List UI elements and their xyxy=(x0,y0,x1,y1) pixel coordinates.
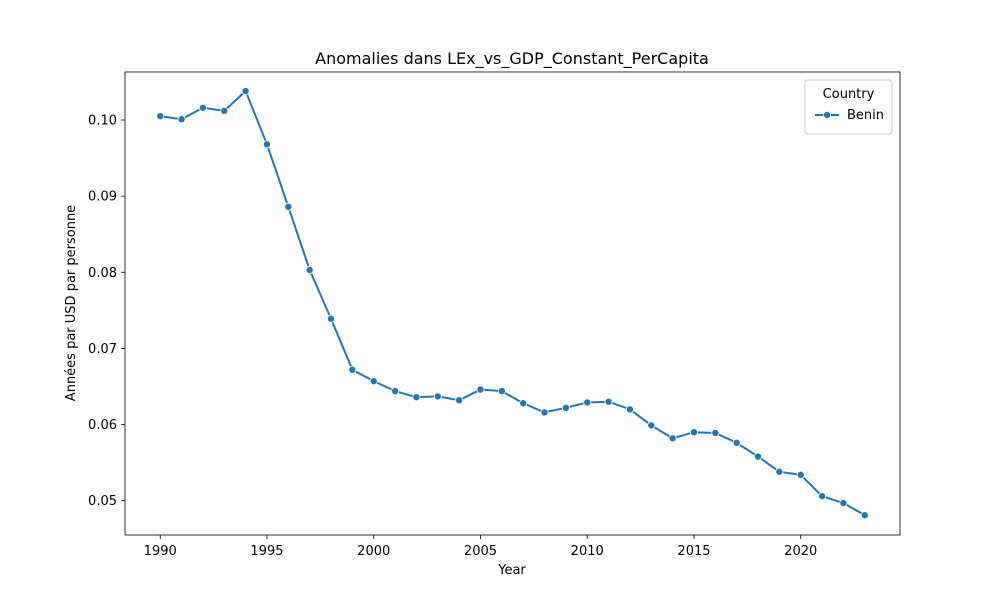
data-point xyxy=(818,492,827,501)
x-axis-label: Year xyxy=(497,563,526,578)
data-point xyxy=(220,106,229,115)
data-point xyxy=(305,265,314,274)
data-point xyxy=(583,398,592,407)
y-axis-label: Années par USD par personne xyxy=(64,205,79,401)
y-tick-label: 0.05 xyxy=(88,494,117,509)
data-point xyxy=(754,452,763,461)
data-point xyxy=(241,87,250,96)
data-point xyxy=(732,438,741,447)
data-point xyxy=(156,112,165,121)
data-point xyxy=(262,140,271,149)
data-point xyxy=(198,103,207,112)
data-point xyxy=(540,408,549,417)
data-point xyxy=(604,397,613,406)
x-tick-label: 2000 xyxy=(357,544,390,559)
data-point xyxy=(647,421,656,430)
y-tick-label: 0.09 xyxy=(88,190,117,205)
data-point xyxy=(839,499,848,508)
x-tick-label: 2005 xyxy=(464,544,497,559)
data-point xyxy=(348,365,357,374)
x-tick-label: 2015 xyxy=(677,544,710,559)
data-point xyxy=(433,392,442,401)
x-tick-label: 1990 xyxy=(144,544,177,559)
legend: Country Benin xyxy=(804,79,893,135)
legend-title: Country xyxy=(823,87,875,102)
x-tick-label: 1995 xyxy=(250,544,283,559)
series-line-benin xyxy=(160,90,866,517)
data-point xyxy=(476,385,485,394)
data-point xyxy=(391,387,400,396)
data-point xyxy=(860,511,869,520)
y-tick-label: 0.07 xyxy=(88,342,117,357)
plot-area: 1990 1995 2000 2005 2010 2015 2020 0.05 0.06 0.07… xyxy=(88,71,901,559)
data-point xyxy=(177,115,186,124)
y-tick-label: 0.08 xyxy=(88,266,117,281)
legend-marker-benin xyxy=(823,111,832,120)
data-point xyxy=(711,428,720,437)
data-point xyxy=(519,399,528,408)
data-point xyxy=(775,467,784,476)
y-tick-label: 0.06 xyxy=(88,418,117,433)
data-point xyxy=(796,470,805,479)
data-point xyxy=(412,393,421,402)
legend-label-benin: Benin xyxy=(847,108,884,123)
data-point xyxy=(497,387,506,396)
chart-title: Anomalies dans LEx_vs_GDP_Constant_PerCa… xyxy=(315,49,709,69)
data-point xyxy=(455,396,464,405)
plot-frame xyxy=(124,71,901,536)
data-point xyxy=(369,377,378,386)
data-point xyxy=(668,434,677,443)
data-point xyxy=(625,405,634,414)
data-point xyxy=(327,314,336,323)
legend-box xyxy=(804,79,893,135)
y-tick-label: 0.10 xyxy=(88,113,117,128)
data-point xyxy=(561,403,570,412)
data-point xyxy=(284,202,293,211)
data-point xyxy=(689,428,698,437)
x-tick-label: 2020 xyxy=(784,544,817,559)
x-tick-label: 2010 xyxy=(571,544,604,559)
